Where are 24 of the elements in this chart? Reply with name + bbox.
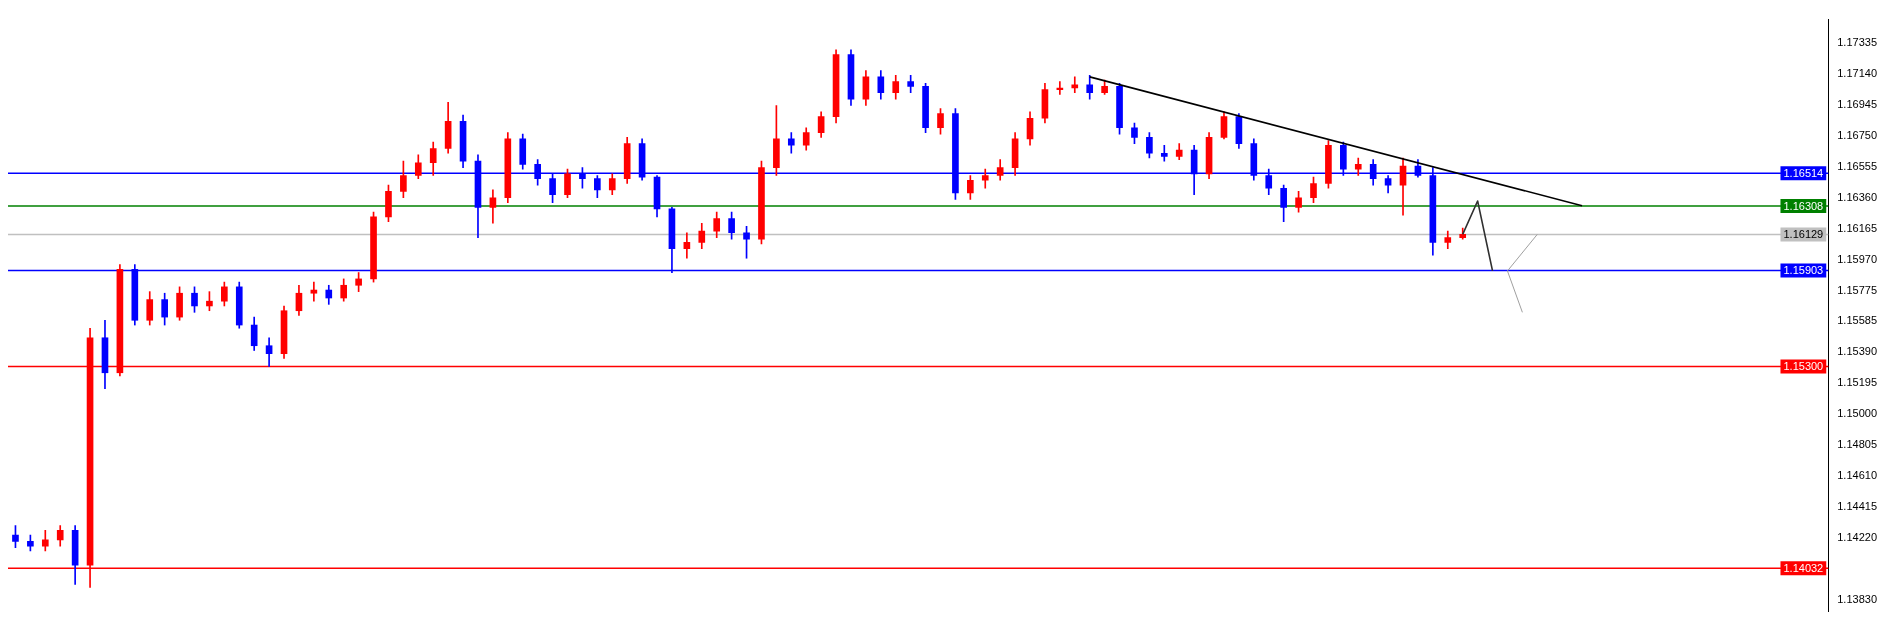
y-tick-label: 1.16555 bbox=[1837, 159, 1877, 172]
y-tick-label: 1.14610 bbox=[1837, 469, 1877, 482]
y-tick-label: 1.15775 bbox=[1837, 283, 1877, 296]
y-tick-label: 1.14415 bbox=[1837, 500, 1877, 513]
y-tick-label: 1.16165 bbox=[1837, 221, 1877, 234]
y-tick-label: 1.13830 bbox=[1837, 593, 1877, 606]
y-tick-label: 1.15970 bbox=[1837, 252, 1877, 265]
y-tick-label: 1.14805 bbox=[1837, 438, 1877, 451]
y-tick-label: 1.15195 bbox=[1837, 376, 1877, 389]
y-tick-label: 1.15000 bbox=[1837, 407, 1877, 420]
y-tick-label: 1.15390 bbox=[1837, 345, 1877, 358]
ref-line-label: 1.16308 bbox=[1783, 199, 1824, 212]
y-tick-label: 1.17335 bbox=[1837, 35, 1877, 48]
ref-line-label: 1.14032 bbox=[1783, 561, 1824, 574]
y-tick-label: 1.14220 bbox=[1837, 531, 1877, 544]
y-tick-label: 1.16360 bbox=[1837, 190, 1877, 203]
ref-line-label: 1.16514 bbox=[1783, 166, 1824, 179]
ref-line-label: 1.16129 bbox=[1783, 228, 1824, 241]
y-tick-label: 1.16750 bbox=[1837, 128, 1877, 141]
y-tick-label: 1.16945 bbox=[1837, 97, 1877, 110]
y-tick-label: 1.17140 bbox=[1837, 66, 1877, 79]
ref-line-label: 1.15903 bbox=[1783, 264, 1824, 277]
y-tick-label: 1.15585 bbox=[1837, 314, 1877, 327]
ref-line-label: 1.15300 bbox=[1783, 359, 1824, 372]
